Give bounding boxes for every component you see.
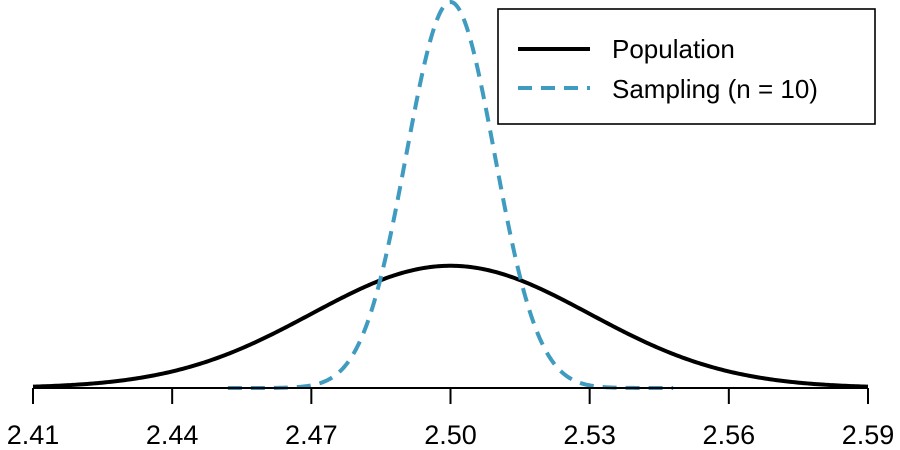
x-tick-label: 2.47 (285, 420, 338, 450)
series-line-sampling (227, 0, 674, 390)
legend-label-sampling: Sampling (n = 10) (612, 74, 818, 104)
x-axis-ticks: 2.41 2.44 2.47 2.50 2.53 2.56 2.59 (7, 388, 895, 450)
x-axis: 2.41 2.44 2.47 2.50 2.53 2.56 2.59 (7, 387, 895, 450)
legend: Population Sampling (n = 10) (497, 8, 876, 125)
legend-box (497, 8, 876, 125)
x-tick-label: 2.50 (424, 420, 477, 450)
x-tick-label: 2.44 (146, 420, 199, 450)
x-tick-label: 2.41 (7, 420, 60, 450)
x-tick-label: 2.53 (563, 420, 616, 450)
curves-layer (32, 0, 869, 390)
series-line-population (32, 263, 869, 389)
x-tick-label: 2.56 (703, 420, 756, 450)
legend-label-population: Population (612, 34, 735, 64)
x-tick-label: 2.59 (842, 420, 895, 450)
